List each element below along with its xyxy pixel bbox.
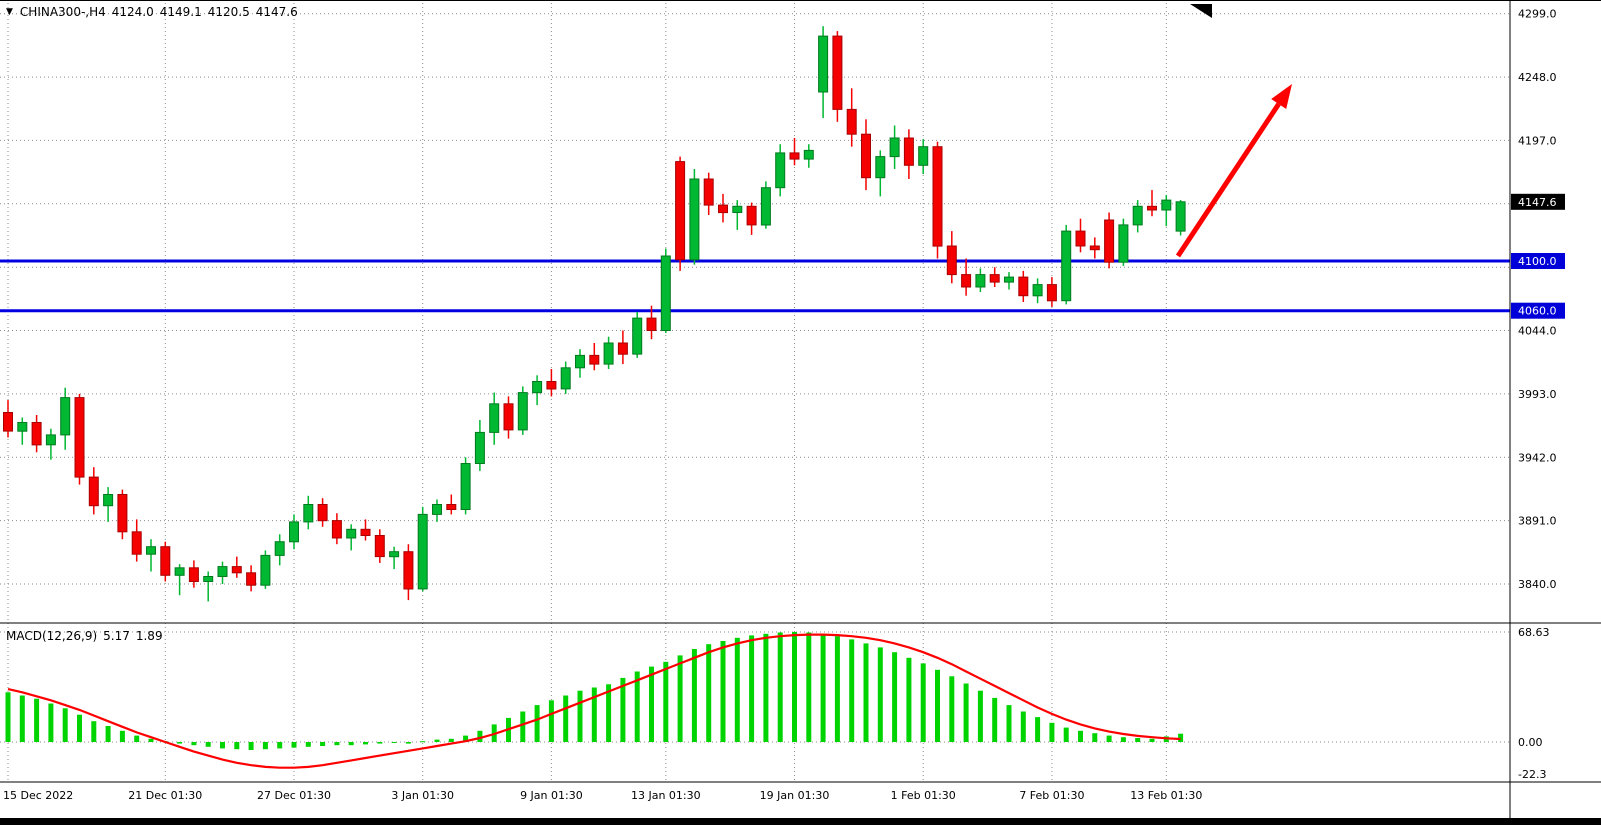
price-axis-labels: 4299.0 4248.0 4197.0 4044.0 3993.0 3942.0 3891…: [1518, 8, 1557, 591]
macd-pane[interactable]: [0, 624, 1510, 781]
macd-signal-value: 1.89: [135, 629, 163, 643]
svg-text:4100.0: 4100.0: [1518, 255, 1557, 268]
price-tag-4060.0: 4060.0: [1511, 302, 1565, 319]
time-axis-label: 13 Jan 01:30: [631, 789, 701, 802]
time-axis-label: 1 Feb 01:30: [891, 789, 956, 802]
time-axis-label: 21 Dec 01:30: [128, 789, 202, 802]
macd-main-value: 5.17: [103, 629, 130, 643]
price-axis-label: 3993.0: [1518, 388, 1557, 401]
symbol-label: CHINA300-,H4: [19, 5, 106, 19]
macd-histogram: [5, 632, 1184, 750]
macd-signal-line: [7, 633, 1181, 769]
time-axis[interactable]: [0, 783, 1510, 817]
macd-axis-labels: 68.63 0.00 -22.3: [1518, 626, 1550, 781]
time-axis-labels: 15 Dec 2022 21 Dec 01:30 27 Dec 01:30 3 Jan…: [3, 789, 1202, 802]
price-tag-4100.0: 4100.0: [1511, 253, 1565, 269]
price-axis-label: 3891.0: [1518, 515, 1557, 528]
time-axis-label: 15 Dec 2022: [3, 789, 73, 802]
time-axis-label: 9 Jan 01:30: [520, 789, 583, 802]
open-value: 4124.0: [111, 5, 154, 19]
time-axis-label: 19 Jan 01:30: [760, 789, 830, 802]
price-axis[interactable]: [1511, 0, 1601, 781]
autoscroll-marker-icon: [1190, 4, 1212, 18]
price-axis-label: 4197.0: [1518, 134, 1557, 147]
price-axis-label: 4044.0: [1518, 325, 1557, 338]
svg-text:4060.0: 4060.0: [1518, 305, 1557, 318]
price-axis-label: 4299.0: [1518, 8, 1557, 21]
candles-layer: [3, 26, 1186, 602]
close-value: 4147.6: [255, 5, 298, 19]
time-axis-label: 3 Jan 01:30: [391, 789, 454, 802]
price-axis-label: 3942.0: [1518, 451, 1557, 464]
macd-axis-label: 0.00: [1518, 736, 1543, 749]
trend-arrow[interactable]: [1175, 84, 1292, 258]
low-value: 4120.5: [207, 5, 250, 19]
price-axis-label: 4248.0: [1518, 71, 1557, 84]
price-tag-4147.6: 4147.6: [1511, 193, 1565, 210]
dropdown-icon[interactable]: ▼: [6, 6, 13, 17]
macd-label: MACD(12,26,9): [6, 629, 98, 643]
time-axis-label: 27 Dec 01:30: [257, 789, 331, 802]
time-axis-label: 7 Feb 01:30: [1019, 789, 1084, 802]
macd-axis-label: -22.3: [1518, 768, 1546, 781]
symbol-ohlc-header: ▼ CHINA300-,H4 4124.0 4149.1 4120.5 4147…: [6, 5, 298, 19]
time-axis-label: 13 Feb 01:30: [1130, 789, 1202, 802]
svg-text:4147.6: 4147.6: [1518, 196, 1557, 209]
price-axis-label: 3840.0: [1518, 578, 1557, 591]
main-chart-pane[interactable]: [0, 0, 1510, 622]
macd-header: MACD(12,26,9) 5.17 1.89: [6, 629, 163, 643]
macd-axis-label: 68.63: [1518, 626, 1550, 639]
high-value: 4149.1: [159, 5, 202, 19]
